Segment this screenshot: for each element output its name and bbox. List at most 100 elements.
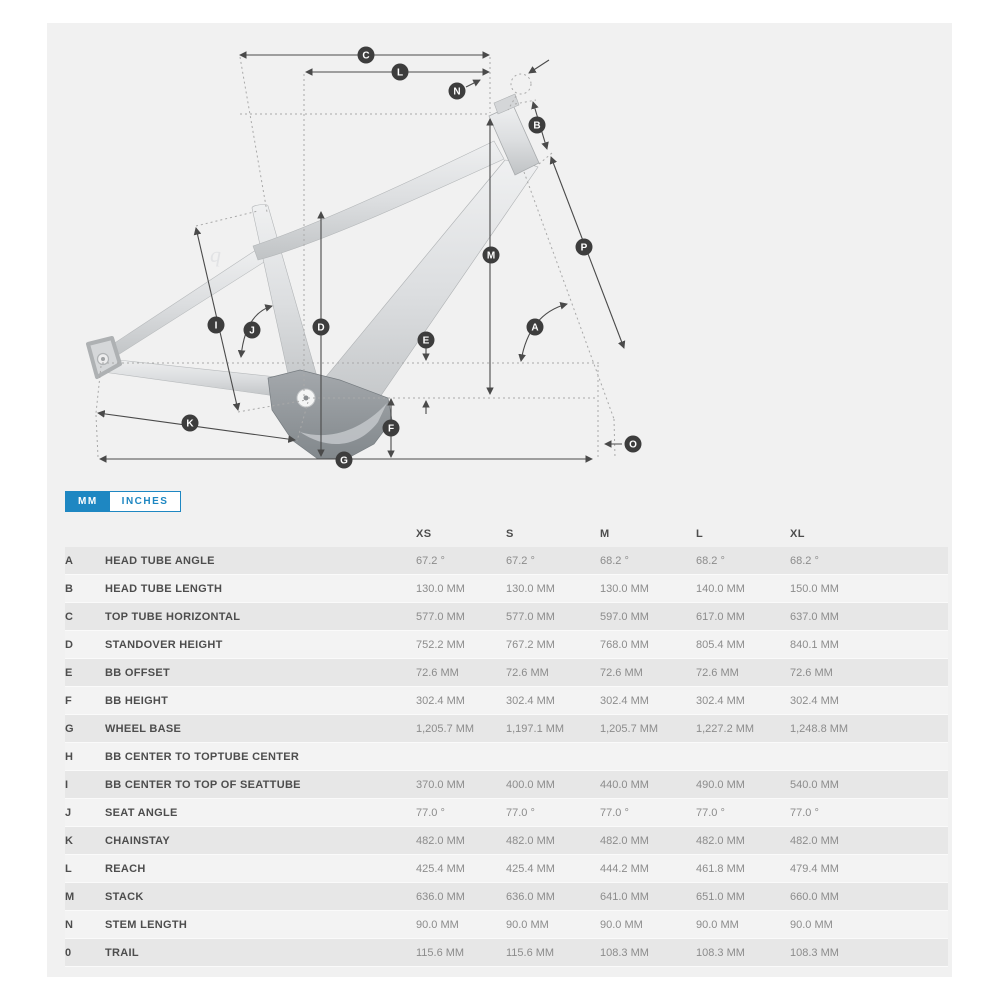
row-value: 370.0 MM — [416, 778, 465, 791]
row-value: 482.0 MM — [696, 834, 745, 847]
row-letter: 0 — [65, 946, 72, 959]
row-value: 425.4 MM — [416, 862, 465, 875]
table-row: A HEAD TUBE ANGLE 67.2 ° 67.2 ° 68.2 ° 68.2 °… — [65, 547, 948, 575]
row-value — [790, 743, 948, 771]
svg-text:A: A — [531, 323, 538, 334]
row-value: 636.0 MM — [506, 890, 555, 903]
table-row: C TOP TUBE HORIZONTAL 577.0 MM 577.0 MM 597.… — [65, 602, 948, 631]
row-value: 482.0 MM — [506, 834, 555, 847]
row-value: 130.0 MM — [416, 582, 465, 595]
row-value: 115.6 MM — [506, 946, 555, 959]
row-label: TOP TUBE HORIZONTAL — [105, 610, 241, 623]
row-value: 140.0 MM — [696, 582, 745, 595]
row-value: 72.6 MM — [790, 666, 833, 679]
row-value: 108.3 MM — [790, 946, 839, 959]
row-value: 68.2 ° — [790, 554, 819, 567]
row-value: 115.6 MM — [416, 946, 465, 959]
row-value: 1,205.7 MM — [416, 722, 475, 735]
row-value: 72.6 MM — [416, 666, 459, 679]
unit-toggle[interactable]: MM INCHES — [65, 491, 182, 512]
size-header-xs: XS — [416, 527, 432, 540]
row-value: 805.4 MM — [696, 638, 745, 651]
diagram-badge-m: M — [482, 246, 500, 264]
row-value: 130.0 MM — [600, 582, 649, 595]
row-label: STACK — [105, 890, 144, 903]
row-value: 482.0 MM — [416, 834, 465, 847]
row-value: 77.0 ° — [600, 806, 629, 819]
svg-text:O: O — [629, 440, 637, 451]
row-value: 77.0 ° — [696, 806, 725, 819]
row-label: CHAINSTAY — [105, 834, 171, 847]
row-label: BB HEIGHT — [105, 694, 169, 707]
row-value — [416, 743, 506, 771]
size-header-xl: XL — [790, 527, 805, 540]
diagram-badge-g: G — [335, 451, 353, 469]
table-row: B HEAD TUBE LENGTH 130.0 MM 130.0 MM 130.0 M… — [65, 574, 948, 603]
diagram-badge-b: B — [528, 116, 546, 134]
row-value: 90.0 MM — [416, 918, 459, 931]
size-header-m: M — [600, 527, 610, 540]
row-value: 482.0 MM — [600, 834, 649, 847]
header-spacer-label — [105, 520, 416, 547]
row-value — [506, 743, 600, 771]
svg-text:F: F — [388, 424, 394, 435]
svg-text:P: P — [581, 243, 588, 254]
geometry-table-body: A HEAD TUBE ANGLE 67.2 ° 67.2 ° 68.2 ° 68.2 °… — [65, 547, 948, 967]
row-label: STEM LENGTH — [105, 918, 188, 931]
diagram-badge-e: E — [417, 331, 435, 349]
diagram-badge-f: F — [382, 419, 400, 437]
row-value: 490.0 MM — [696, 778, 745, 791]
size-header-s: S — [506, 527, 514, 540]
row-value: 400.0 MM — [506, 778, 555, 791]
diagram-badge-l: L — [391, 63, 409, 81]
row-value: 90.0 MM — [696, 918, 739, 931]
row-letter: N — [65, 918, 74, 931]
diagram-badge-n: N — [448, 82, 466, 100]
diagram-badge-o: O — [624, 435, 642, 453]
row-value: 68.2 ° — [696, 554, 725, 567]
svg-text:B: B — [533, 121, 540, 132]
table-row: M STACK 636.0 MM 636.0 MM 641.0 MM 651.0 MM 66… — [65, 882, 948, 911]
row-value: 67.2 ° — [416, 554, 445, 567]
row-value: 72.6 MM — [600, 666, 643, 679]
row-value: 302.4 MM — [506, 694, 555, 707]
row-value: 425.4 MM — [506, 862, 555, 875]
row-label: SEAT ANGLE — [105, 806, 178, 819]
row-value: 577.0 MM — [416, 610, 465, 623]
row-value: 597.0 MM — [600, 610, 649, 623]
header-spacer-letter — [65, 520, 105, 547]
row-value: 479.4 MM — [790, 862, 839, 875]
diagram-badge-c: C — [357, 46, 375, 64]
row-value: 68.2 ° — [600, 554, 629, 567]
row-letter: L — [65, 862, 73, 875]
svg-text:I: I — [215, 321, 218, 332]
row-value — [696, 743, 790, 771]
table-row: G WHEEL BASE 1,205.7 MM 1,197.1 MM 1,205.7 M… — [65, 714, 948, 743]
row-value: 461.8 MM — [696, 862, 745, 875]
row-value: 752.2 MM — [416, 638, 465, 651]
row-label: WHEEL BASE — [105, 722, 182, 735]
unit-toggle-inches[interactable]: INCHES — [109, 492, 181, 511]
svg-text:J: J — [249, 326, 255, 337]
row-letter: H — [65, 750, 74, 763]
unit-toggle-mm[interactable]: MM — [66, 492, 110, 511]
row-label: TRAIL — [105, 946, 139, 959]
row-value: 636.0 MM — [416, 890, 465, 903]
table-row: I BB CENTER TO TOP OF SEATTUBE 370.0 MM 400… — [65, 770, 948, 799]
row-value: 651.0 MM — [696, 890, 745, 903]
bike-geometry-diagram: q — [86, 46, 642, 469]
row-value: 72.6 MM — [506, 666, 549, 679]
row-value: 540.0 MM — [790, 778, 839, 791]
geometry-table: XS S M L XL A HEAD TUBE ANGLE 67.2 ° 67.2 °… — [65, 520, 948, 967]
row-letter: F — [65, 694, 73, 707]
svg-text:C: C — [362, 51, 369, 62]
row-letter: A — [65, 554, 74, 567]
row-value: 1,197.1 MM — [506, 722, 565, 735]
svg-text:K: K — [186, 419, 194, 430]
row-value: 1,227.2 MM — [696, 722, 755, 735]
table-row: H BB CENTER TO TOPTUBE CENTER — [65, 742, 948, 771]
size-header-row: XS S M L XL — [65, 520, 948, 547]
row-value: 767.2 MM — [506, 638, 555, 651]
svg-text:D: D — [317, 323, 324, 334]
table-row: N STEM LENGTH 90.0 MM 90.0 MM 90.0 MM 90.0 MM… — [65, 910, 948, 939]
